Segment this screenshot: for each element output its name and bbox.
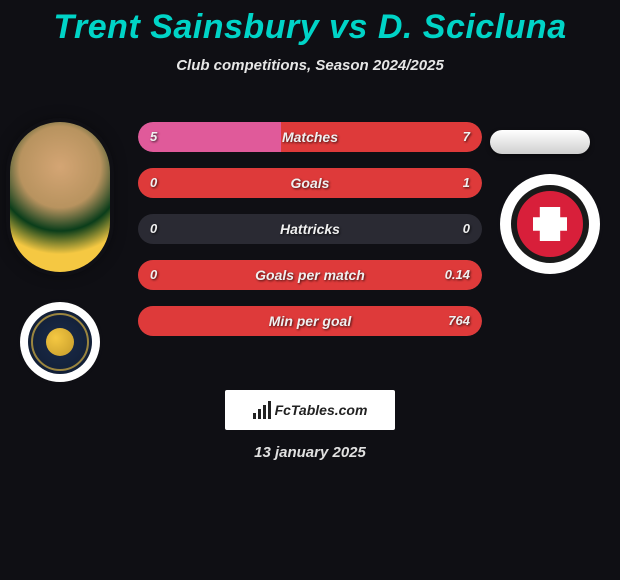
mariners-crest-icon (28, 310, 92, 374)
stat-label: Goals (138, 168, 482, 198)
player1-team-badge (20, 302, 100, 382)
brand-logo: FcTables.com (225, 390, 395, 430)
player2-team-badge (500, 174, 600, 274)
brand-text: FcTables.com (275, 402, 368, 418)
stat-label: Matches (138, 122, 482, 152)
footer-date: 13 january 2025 (0, 444, 620, 461)
subtitle: Club competitions, Season 2024/2025 (0, 57, 620, 74)
player1-avatar (10, 122, 110, 272)
stat-value-left: 0 (150, 168, 157, 198)
stat-value-left: 0 (150, 214, 157, 244)
player2-avatar-placeholder (490, 130, 590, 154)
stat-value-right: 0.14 (445, 260, 470, 290)
comparison-area: Matches57Goals01Hattricks00Goals per mat… (0, 102, 620, 382)
stat-value-right: 1 (463, 168, 470, 198)
stat-value-right: 7 (463, 122, 470, 152)
stat-row: Hattricks0 0 (138, 214, 482, 244)
page-title: Trent Sainsbury vs D. Scicluna (0, 0, 620, 47)
wanderers-crest-icon (511, 185, 589, 263)
stat-bars: Matches57Goals01Hattricks00Goals per mat… (138, 122, 482, 352)
stat-label: Hattricks (138, 214, 482, 244)
stat-label: Min per goal (138, 306, 482, 336)
stat-value-right: 764 (448, 306, 470, 336)
stat-row: Goals per match0 0.14 (138, 260, 482, 290)
stat-value-left: 5 (150, 122, 157, 152)
stat-row: Matches5 7 (138, 122, 482, 152)
stat-value-left: 0 (150, 260, 157, 290)
bar-chart-icon (253, 401, 271, 419)
stat-label: Goals per match (138, 260, 482, 290)
stat-row: Min per goal764 (138, 306, 482, 336)
stat-row: Goals0 1 (138, 168, 482, 198)
stat-value-right: 0 (463, 214, 470, 244)
